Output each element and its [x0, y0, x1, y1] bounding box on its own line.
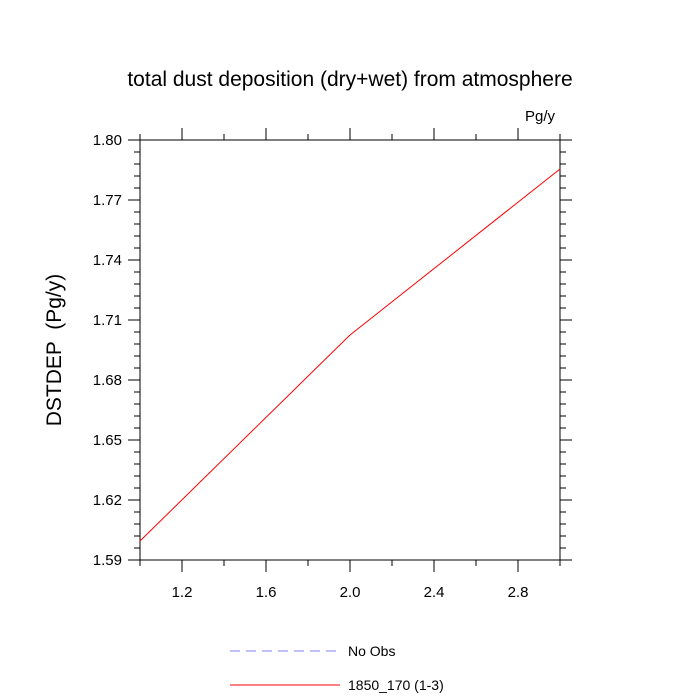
y-tick-label: 1.59: [93, 552, 122, 569]
y-tick-label: 1.80: [93, 132, 122, 149]
x-tick-label: 1.6: [256, 584, 277, 601]
plot-frame: [139, 139, 561, 561]
y-tick-label: 1.77: [93, 192, 122, 209]
y-tick-label: 1.68: [93, 372, 122, 389]
x-tick-label: 2.4: [424, 584, 445, 601]
axis-ticks: 1.2 1.6 2.0 2.4 2.8 1.59 1.62 1.65 1.68 1.71 1.74 1…: [93, 128, 572, 601]
x-tick-label: 2.0: [340, 584, 361, 601]
x-tick-label: 1.2: [172, 584, 193, 601]
legend-label: No Obs: [348, 643, 395, 659]
series-line: [139, 168, 561, 542]
y-tick-label: 1.71: [93, 312, 122, 329]
units-label: Pg/y: [524, 108, 555, 125]
series-group: [139, 168, 561, 542]
legend: No Obs 1850_170 (1-3): [230, 643, 444, 693]
y-tick-label: 1.65: [93, 432, 122, 449]
chart-title: total dust deposition (dry+wet) from atm…: [127, 68, 573, 91]
x-tick-label: 2.8: [508, 584, 529, 601]
y-tick-label: 1.62: [93, 492, 122, 509]
y-tick-label: 1.74: [93, 252, 122, 269]
legend-label: 1850_170 (1-3): [348, 677, 444, 693]
